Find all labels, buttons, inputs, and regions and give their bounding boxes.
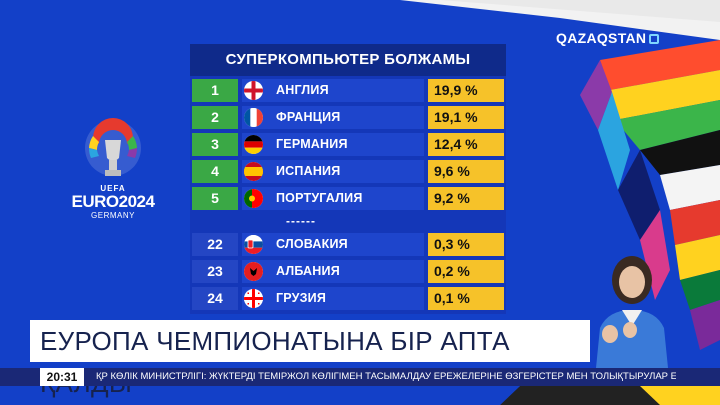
rank-cell: 22 (192, 233, 238, 256)
sign-language-interpreter (596, 256, 668, 368)
country-cell (242, 133, 424, 156)
country-cell (242, 233, 424, 256)
percent-cell: 0,2 % (428, 260, 504, 283)
georgia-flag-icon (244, 289, 263, 308)
percent-cell: 9,2 % (428, 187, 504, 210)
albania-flag-icon (244, 262, 263, 281)
news-ticker-bar (0, 368, 720, 386)
country-name: ПОРТУГАЛИЯ (276, 191, 363, 205)
table-row: 23 АЛБАНИЯ 0,2 % (190, 260, 506, 283)
country-cell (242, 160, 424, 183)
rank-cell: 23 (192, 260, 238, 283)
country-name: АЛБАНИЯ (276, 264, 340, 278)
channel-mark-icon (649, 34, 660, 45)
percent-cell: 19,9 % (428, 79, 504, 102)
channel-logo: QAZAQSTAN (556, 30, 660, 46)
percent-cell: 0,3 % (428, 233, 504, 256)
headline-banner: ЕУРОПА ЧЕМПИОНАТЫНА БІР АПТА ҚАЛДЫ (30, 320, 590, 398)
country-name: ГЕРМАНИЯ (276, 137, 348, 151)
percent-cell: 19,1 % (428, 106, 504, 129)
percent-cell: 9,6 % (428, 160, 504, 183)
england-flag-icon (244, 81, 263, 100)
table-separator: ------ (286, 214, 316, 228)
ticker-text: ҚР КӨЛІК МИНИСТРЛІГІ: ЖҮКТЕРДІ ТЕМІРЖОЛ … (96, 371, 676, 382)
rank-cell: 4 (192, 160, 238, 183)
rank-cell: 3 (192, 133, 238, 156)
portugal-flag-icon (244, 189, 263, 208)
country-name: ГРУЗИЯ (276, 291, 327, 305)
slovakia-flag-icon (244, 235, 263, 254)
logo-uefa-text: UEFA (100, 184, 126, 193)
rank-cell: 1 (192, 79, 238, 102)
country-cell (242, 187, 424, 210)
clock: 20:31 (40, 368, 84, 386)
spain-flag-icon (244, 162, 263, 181)
country-name: ИСПАНИЯ (276, 164, 341, 178)
table-row: 22 СЛОВАКИЯ 0,3 % (190, 233, 506, 256)
rank-cell: 5 (192, 187, 238, 210)
table-row: 24 ГРУЗИЯ 0,1 % (190, 287, 506, 310)
percent-cell: 0,1 % (428, 287, 504, 310)
table-row: 4 ИСПАНИЯ 9,6 % (190, 160, 506, 183)
table-row: 1 АНГЛИЯ 19,9 % (190, 79, 506, 102)
trophy-icon (85, 118, 141, 176)
country-cell (242, 79, 424, 102)
euro2024-logo: UEFA EURO2024 GERMANY (58, 118, 168, 220)
table-row: 2 ФРАНЦИЯ 19,1 % (190, 106, 506, 129)
country-cell (242, 260, 424, 283)
table-row: 5 ПОРТУГАЛИЯ 9,2 % (190, 187, 506, 210)
country-cell (242, 287, 424, 310)
percent-cell: 12,4 % (428, 133, 504, 156)
france-flag-icon (244, 108, 263, 127)
rank-cell: 2 (192, 106, 238, 129)
table-row: 3 ГЕРМАНИЯ 12,4 % (190, 133, 506, 156)
country-name: СЛОВАКИЯ (276, 237, 348, 251)
prediction-table: СУПЕРКОМПЬЮТЕР БОЛЖАМЫ 1 АНГЛИЯ 19,9 % 2… (190, 44, 506, 314)
table-title: СУПЕРКОМПЬЮТЕР БОЛЖАМЫ (190, 44, 506, 76)
channel-name: QAZAQSTAN (556, 30, 647, 46)
country-cell (242, 106, 424, 129)
logo-host-text: GERMANY (91, 211, 135, 220)
germany-flag-icon (244, 135, 263, 154)
country-name: АНГЛИЯ (276, 83, 329, 97)
rank-cell: 24 (192, 287, 238, 310)
logo-euro-text: EURO2024 (71, 192, 155, 211)
country-name: ФРАНЦИЯ (276, 110, 341, 124)
